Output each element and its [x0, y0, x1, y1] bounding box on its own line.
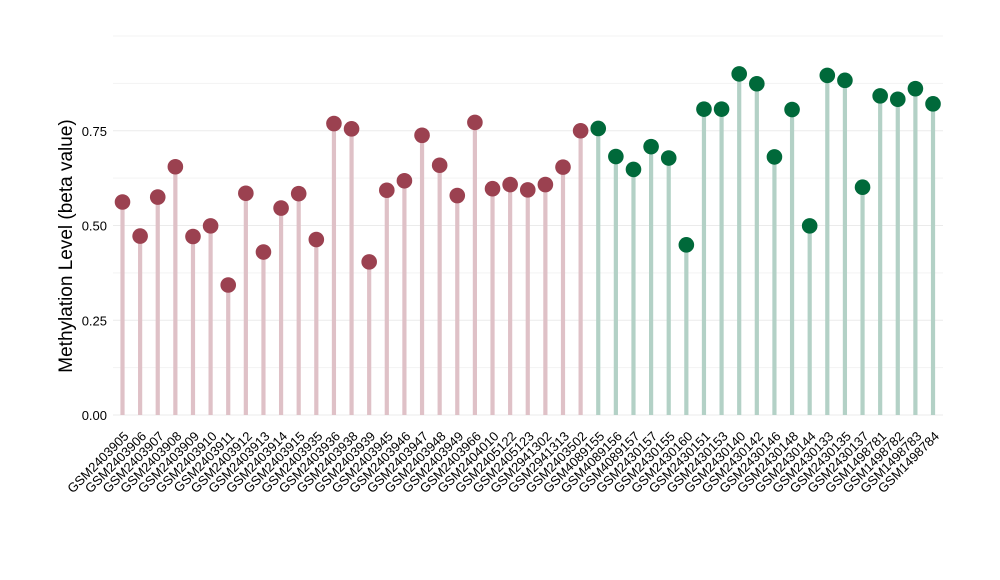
lollipop-point: [343, 121, 360, 137]
lollipop-point: [202, 218, 219, 234]
lollipop-point: [643, 138, 659, 155]
lollipop-point: [238, 185, 254, 202]
y-tick-label: 0.50: [82, 219, 107, 234]
lollipop-point: [907, 80, 924, 97]
lollipop-point: [149, 189, 166, 205]
lollipop-point: [414, 127, 430, 144]
lollipop-point: [537, 176, 554, 193]
x-axis-tick-labels: GSM2403905GSM2403906GSM2403907GSM2403908…: [64, 429, 942, 496]
lollipop-point: [872, 88, 888, 104]
y-tick-label: 0.00: [82, 408, 107, 423]
lollipop-point: [519, 182, 536, 198]
lollipop-point: [326, 115, 342, 132]
lollipop-point: [678, 237, 695, 253]
lollipop-point: [467, 114, 483, 131]
lollipop-point: [749, 75, 765, 92]
lollipop-point: [731, 66, 747, 82]
lollipop-points: [114, 66, 941, 293]
lollipop-stems: [120, 73, 936, 415]
lollipop-point: [484, 180, 501, 197]
lollipop-point: [801, 218, 818, 234]
lollipop-point: [132, 228, 148, 244]
lollipop-point: [555, 159, 571, 175]
lollipop-point: [431, 157, 448, 174]
lollipop-point: [502, 176, 518, 193]
y-axis-tick-labels: 0.00 0.25 0.50 0.75: [82, 124, 107, 423]
lollipop-point: [590, 120, 607, 137]
lollipop-point: [660, 150, 677, 166]
lollipop-point: [396, 172, 413, 189]
lollipop-point: [308, 231, 325, 248]
lollipop-point: [889, 91, 906, 108]
lollipop-point: [255, 244, 272, 260]
lollipop-point: [766, 149, 783, 165]
y-tick-label: 0.25: [82, 313, 107, 328]
lollipop-point: [696, 101, 712, 117]
lollipop-point: [361, 254, 377, 270]
lollipop-point: [925, 96, 941, 112]
lollipop-point: [290, 185, 307, 202]
lollipop-point: [572, 122, 589, 139]
lollipop-point: [114, 194, 131, 210]
lollipop-point: [273, 200, 289, 216]
y-tick-label: 0.75: [82, 124, 107, 139]
lollipop-point: [608, 148, 624, 165]
lollipop-point: [379, 182, 395, 199]
lollipop-point: [167, 158, 184, 175]
lollipop-point: [185, 228, 201, 245]
y-axis-title: Methylation Level (beta value): [56, 119, 77, 372]
lollipop-point: [837, 72, 853, 89]
lollipop-point: [625, 161, 642, 178]
lollipop-point: [449, 187, 466, 204]
lollipop-point: [819, 67, 836, 84]
lollipop-point: [784, 101, 800, 118]
lollipop-point: [713, 101, 730, 117]
lollipop-point: [220, 277, 237, 293]
lollipop-point: [854, 179, 871, 196]
